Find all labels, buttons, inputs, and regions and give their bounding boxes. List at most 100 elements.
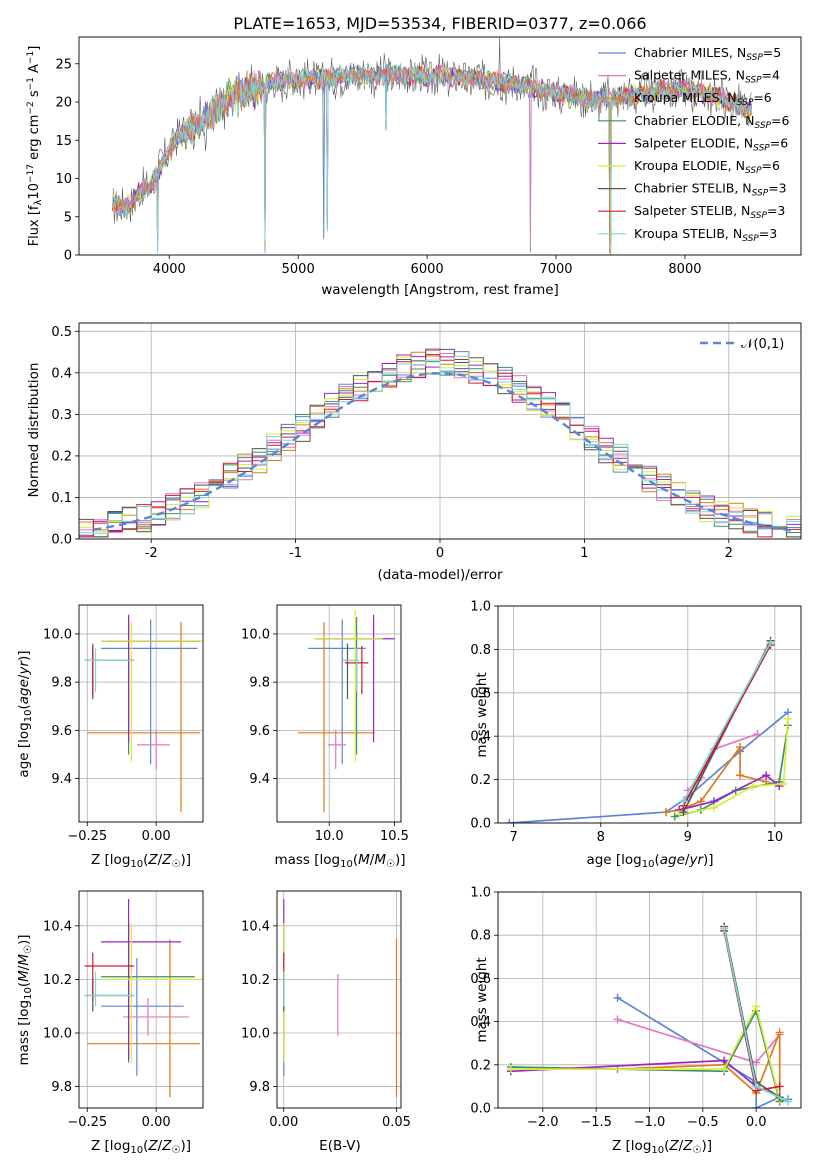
legend-nssp: =6	[762, 158, 780, 173]
weight-marker	[752, 1002, 761, 1011]
legend-model: Chabrier STELIB, N	[634, 181, 752, 196]
y-tick-label: 10.2	[241, 973, 270, 988]
legend-entry: Salpeter STELIB, NSSP=3	[634, 203, 785, 221]
spectrum-series	[112, 64, 752, 254]
x-tick-label: 5000	[282, 262, 315, 277]
x-tick-label: −1.5	[580, 1115, 612, 1130]
legend-nssp: =6	[753, 90, 771, 105]
weight-z-ylabel: mass weight	[474, 957, 490, 1042]
mass-vs-metallicity-plot: −0.25 0.00 9.8 10.0 10.2 10.4	[43, 890, 204, 1130]
weight-marker	[752, 1082, 761, 1091]
x-tick-label: -1	[289, 546, 302, 561]
legend-entry: Kroupa MILES, NSSP=6	[634, 90, 772, 108]
y-tick-label: 0.8	[470, 643, 491, 658]
legend-model: Salpeter MILES, N	[634, 68, 745, 83]
residual-xlabel: (data-model)/error	[377, 567, 503, 583]
x-tick-label: 0.00	[142, 1115, 171, 1130]
age-vs-mass-plot: 10.0 10.5 9.4 9.6 9.8 10.0	[241, 604, 409, 844]
weight-age-xlabel: age [log10(age/yr)]	[586, 852, 713, 870]
spectrum-series	[112, 63, 752, 254]
errorbars	[297, 609, 395, 813]
legend-subscript: SSP	[745, 76, 762, 86]
y-tick-label: 25	[55, 57, 72, 72]
legend-nssp: =3	[768, 181, 786, 196]
y-tick-label: 0.0	[51, 533, 72, 548]
weight-marker	[753, 730, 762, 739]
y-tick-label: 0.5	[51, 325, 72, 340]
weight-marker	[675, 810, 684, 819]
y-tick-label: 10	[55, 172, 72, 187]
spectrum-xlabel: wavelength [Angstrom, rest frame]	[321, 282, 559, 298]
weight-series	[678, 774, 780, 811]
legend-subscript: SSP	[737, 98, 754, 108]
x-tick-label: 6000	[411, 262, 444, 277]
weight-age-ylabel: mass weight	[474, 672, 490, 757]
y-tick-label: 15	[55, 134, 72, 149]
y-tick-label: 1.0	[470, 886, 491, 901]
legend-nssp: =3	[759, 226, 777, 241]
axes-frame	[78, 36, 802, 256]
weight-series	[682, 642, 772, 802]
errorbars	[283, 899, 398, 1098]
weight-marker	[736, 743, 745, 752]
x-tick-label: -2	[145, 546, 158, 561]
y-tick-label: 0.0	[470, 817, 491, 832]
spectrum-series	[112, 64, 752, 253]
y-tick-label: 0.4	[470, 1015, 491, 1030]
y-tick-label: 0.3	[51, 408, 72, 423]
x-tick-label: 8	[597, 830, 605, 845]
weight-marker	[766, 638, 775, 647]
weight-marker	[720, 924, 729, 933]
legend-entry: Chabrier MILES, NSSP=5	[634, 45, 781, 63]
errorbars	[84, 899, 203, 1098]
x-tick-label: 0.00	[142, 829, 171, 844]
y-tick-label: 0.4	[51, 366, 72, 381]
weight-marker	[670, 812, 679, 821]
axes-frame	[276, 890, 402, 1109]
mass-z-xlabel: Z [log10(Z/Z☉)]	[91, 1138, 191, 1156]
x-tick-label: 10	[767, 830, 784, 845]
legend-nssp: =4	[762, 68, 780, 83]
axes-frame	[78, 322, 802, 540]
x-tick-label: 10.5	[380, 829, 409, 844]
y-tick-label: 10.0	[241, 627, 270, 642]
x-tick-label: 1	[580, 546, 588, 561]
y-tick-label: 10.0	[43, 627, 72, 642]
axes-frame	[497, 605, 802, 824]
weight-marker	[749, 782, 758, 791]
legend-nssp: =3	[767, 203, 785, 218]
y-tick-label: 9.8	[51, 676, 72, 691]
spectrum-ylabel: Flux [fλ10−17 erg cm−2 s−1 A−1]	[26, 46, 44, 247]
y-tick-label: 9.6	[249, 724, 270, 739]
weight-marker	[775, 1028, 784, 1037]
weight-marker	[662, 808, 671, 817]
legend-model: Kroupa ELODIE, N	[634, 158, 745, 173]
y-tick-label: 0	[64, 249, 72, 264]
x-tick-label: −0.25	[67, 829, 107, 844]
legend-subscript: SSP	[750, 211, 767, 221]
weight-marker	[505, 819, 514, 823]
x-tick-label: 7000	[539, 262, 572, 277]
y-tick-label: 20	[55, 96, 72, 111]
weight-vs-age-plot: 7 8 9 10 0.0 0.2 0.4 0.6 0.8 1.0	[470, 600, 802, 845]
weight-z-xlabel: Z [log10(Z/Z☉)]	[612, 1138, 712, 1156]
legend-model: Salpeter ELODIE, N	[634, 135, 753, 150]
legend-entry: Chabrier ELODIE, NSSP=6	[634, 113, 789, 131]
y-tick-label: 0.2	[470, 1058, 491, 1073]
legend-entry: Kroupa STELIB, NSSP=3	[634, 226, 777, 244]
histogram-lines	[79, 348, 801, 538]
mass-vs-ebv-plot: 0.00 0.05 9.8 10.0 10.2 10.4	[241, 890, 411, 1130]
axes-frame	[497, 891, 802, 1109]
y-tick-label: 0.2	[470, 773, 491, 788]
errorbars	[84, 614, 203, 813]
weight-marker	[736, 771, 745, 780]
y-tick-label: 9.8	[249, 676, 270, 691]
weight-marker	[752, 1104, 761, 1108]
legend-model: Salpeter STELIB, N	[634, 203, 750, 218]
weight-marker	[779, 779, 788, 788]
age-z-xlabel: Z [log10(Z/Z☉)]	[91, 852, 191, 870]
x-tick-label: 8000	[668, 262, 701, 277]
legend-nssp: =6	[771, 113, 789, 128]
age-mass-xlabel: mass [log10(M/M☉)]	[274, 852, 405, 870]
y-tick-label: 10.2	[43, 973, 72, 988]
